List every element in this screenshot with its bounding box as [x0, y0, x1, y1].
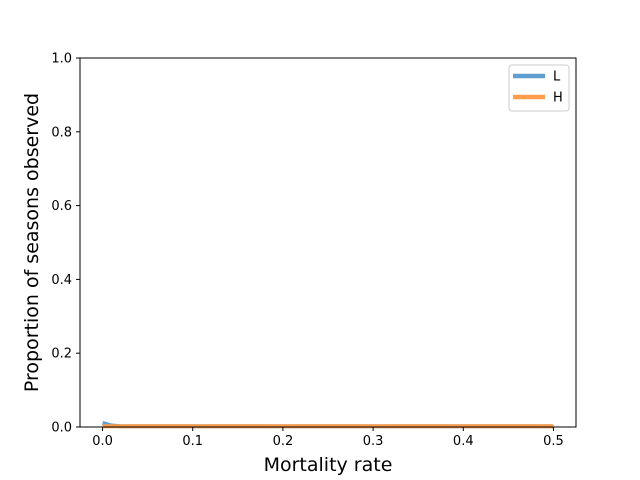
y-axis-label: Proportion of seasons observed	[21, 93, 43, 392]
x-tick-label: 0.3	[363, 434, 384, 449]
legend: LH	[508, 64, 570, 112]
plot-frame	[79, 57, 577, 428]
y-tick-label: 0.0	[51, 421, 72, 436]
y-tick-label: 1.0	[51, 52, 72, 67]
y-tick-label: 0.4	[51, 273, 72, 288]
y-tick-label: 0.8	[51, 125, 72, 140]
x-tick-label: 0.4	[453, 434, 474, 449]
x-tick-label: 0.1	[182, 434, 203, 449]
series-layer	[101, 421, 554, 429]
y-tick-label: 0.6	[51, 199, 72, 214]
ticks-layer: 0.0 0.1 0.2 0.3 0.4 0.5 0.0 0.2 0.4 0.6 0.8 1.0	[51, 52, 563, 450]
legend-label-H: H	[553, 91, 563, 106]
x-tick-label: 0.0	[92, 434, 113, 449]
legend-label-L: L	[553, 70, 561, 85]
y-tick-label: 0.2	[51, 347, 72, 362]
x-axis-label: Mortality rate	[264, 454, 393, 476]
x-tick-label: 0.5	[543, 434, 564, 449]
x-tick-label: 0.2	[273, 434, 294, 449]
